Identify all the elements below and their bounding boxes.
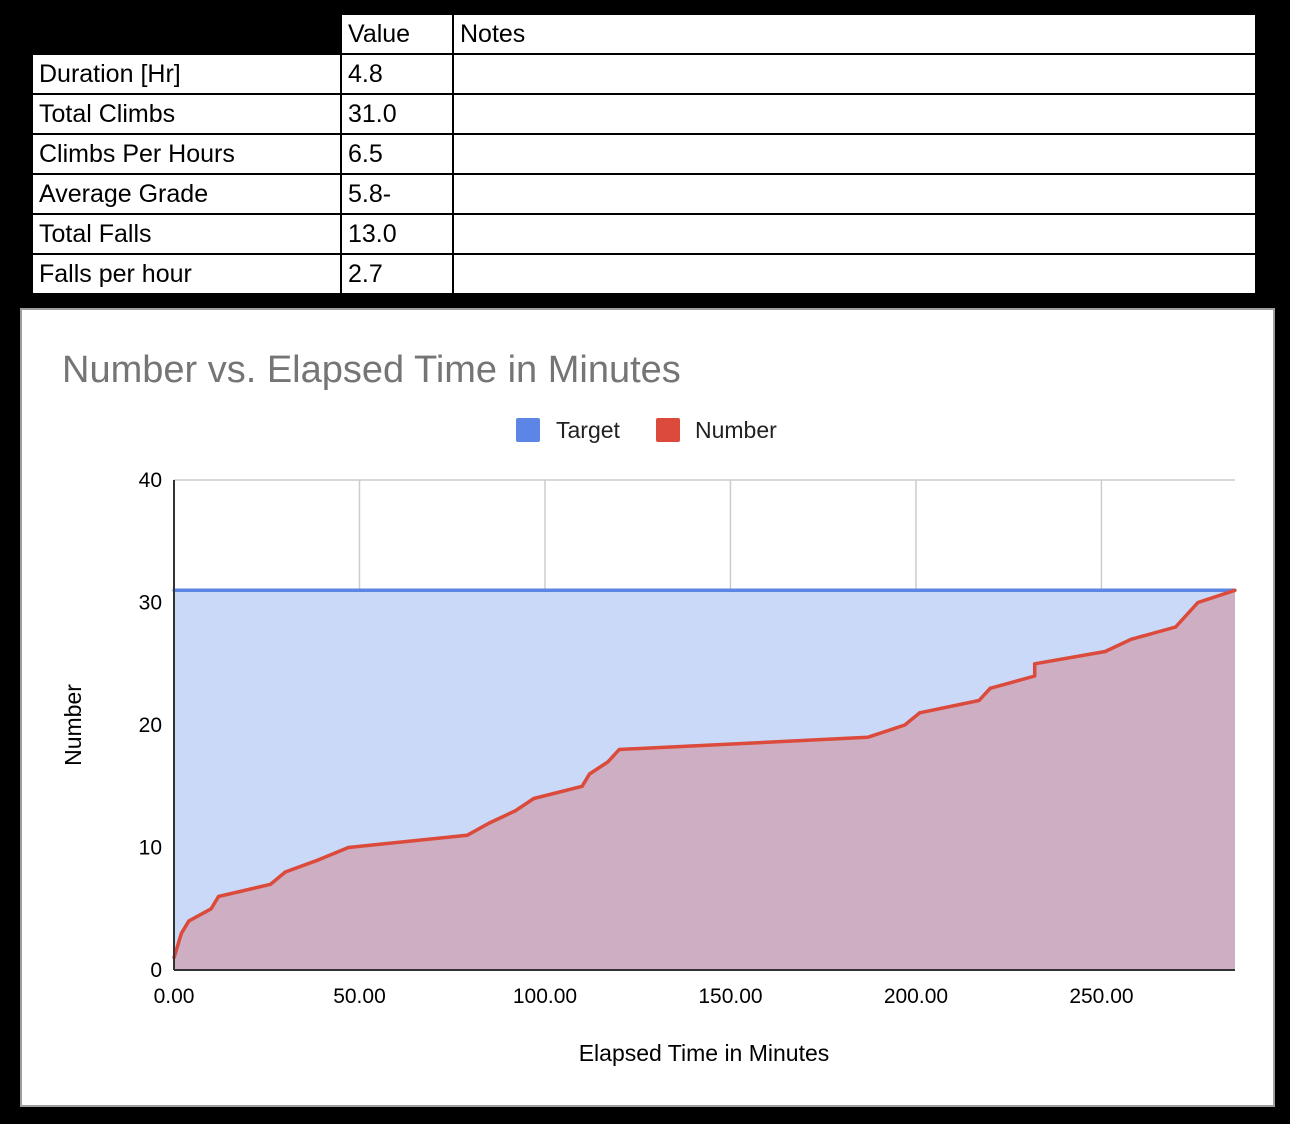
- data-point-number: [346, 845, 350, 850]
- row-label: Total Climbs: [31, 93, 342, 135]
- stats-table-body: Value Notes Duration [Hr] 4.8 Total Clim…: [31, 13, 1257, 295]
- row-label: Duration [Hr]: [31, 53, 342, 95]
- data-point-number: [988, 686, 992, 690]
- row-notes: [452, 53, 1257, 95]
- row-notes: [452, 93, 1257, 135]
- legend-swatch-target: [516, 418, 540, 442]
- chart-svg: Number vs. Elapsed Time in Minutes Targe…: [60, 349, 1237, 1066]
- y-tick-label: 10: [139, 837, 162, 860]
- row-value: 13.0: [340, 213, 454, 255]
- x-tick-label: 50.00: [333, 985, 386, 1008]
- row-notes: [452, 253, 1257, 295]
- table-row: Falls per hour 2.7: [31, 253, 1257, 295]
- x-tick-label: 250.00: [1069, 985, 1133, 1008]
- x-axis-label: Elapsed Time in Minutes: [579, 1040, 830, 1066]
- table-header-row: Value Notes: [31, 13, 1257, 55]
- row-notes: [452, 173, 1257, 215]
- header-notes-cell: Notes: [452, 13, 1257, 55]
- data-point-number: [216, 894, 221, 899]
- line-layer: [172, 588, 1237, 960]
- data-point-number: [268, 882, 273, 886]
- chart-title: Number vs. Elapsed Time in Minutes: [62, 349, 681, 391]
- table-row: Climbs Per Hours 6.5: [31, 133, 1257, 175]
- series-area-number: [174, 590, 1235, 970]
- data-point-number: [513, 809, 517, 813]
- y-tick-label: 30: [139, 592, 162, 615]
- y-tick-label: 20: [139, 714, 162, 737]
- data-point-number: [1129, 637, 1133, 641]
- data-point-number: [606, 760, 610, 764]
- data-point-number: [1196, 600, 1200, 605]
- data-point-number: [977, 698, 981, 703]
- data-point-number: [532, 796, 536, 801]
- table-row: Total Falls 13.0: [31, 213, 1257, 255]
- x-tick-label: 0.00: [154, 985, 195, 1008]
- x-tick-label: 100.00: [513, 985, 577, 1008]
- row-label: Climbs Per Hours: [31, 133, 342, 175]
- row-notes: [452, 213, 1257, 255]
- data-point-number: [1033, 662, 1037, 666]
- data-point-number: [587, 772, 592, 776]
- row-value: 4.8: [340, 53, 454, 95]
- data-point-number: [1033, 674, 1037, 678]
- legend-label-number: Number: [695, 417, 777, 443]
- row-notes: [452, 133, 1257, 175]
- header-value-cell: Value: [340, 13, 454, 55]
- x-tick-label: 200.00: [884, 985, 948, 1008]
- data-point-number: [209, 907, 213, 911]
- axis-layer: [173, 480, 1235, 971]
- data-point-number: [866, 735, 870, 739]
- data-point-number: [1103, 649, 1107, 654]
- table-row: Total Climbs 31.0: [31, 93, 1257, 135]
- table-row: Duration [Hr] 4.8: [31, 53, 1257, 95]
- data-point-number: [465, 833, 469, 837]
- chart-panel: Number vs. Elapsed Time in Minutes Targe…: [20, 308, 1275, 1107]
- area-layer: [174, 590, 1235, 970]
- x-tick-label: 150.00: [698, 985, 762, 1008]
- row-value: 31.0: [340, 93, 454, 135]
- row-label: Falls per hour: [31, 253, 342, 295]
- header-blank-cell: [31, 13, 342, 55]
- row-value: 2.7: [340, 253, 454, 295]
- table-row: Average Grade 5.8-: [31, 173, 1257, 215]
- data-point-number: [179, 931, 184, 935]
- y-axis-label: Number: [60, 684, 86, 766]
- y-tick-label: 0: [150, 959, 162, 982]
- data-point-number: [283, 870, 287, 874]
- data-point-number: [918, 711, 922, 715]
- chart-legend: Target Number: [516, 417, 777, 443]
- stats-table: Value Notes Duration [Hr] 4.8 Total Clim…: [31, 13, 1257, 295]
- legend-label-target: Target: [556, 417, 621, 443]
- data-point-number: [617, 747, 621, 752]
- row-label: Average Grade: [31, 173, 342, 215]
- data-point-number: [580, 784, 584, 788]
- data-point-number: [1174, 625, 1178, 629]
- legend-swatch-number: [656, 418, 680, 442]
- y-tick-label: 40: [139, 469, 162, 492]
- data-point-number: [187, 919, 191, 923]
- tick-label-layer: 0 10 20 30 40 0.00 50.00 100.00 150.00 200.00 250.…: [139, 469, 1134, 1008]
- data-point-number: [903, 723, 907, 727]
- row-label: Total Falls: [31, 213, 342, 255]
- row-value: 6.5: [340, 133, 454, 175]
- data-point-number: [1233, 588, 1237, 592]
- data-point-number: [487, 821, 491, 825]
- data-point-number: [317, 858, 321, 862]
- row-value: 5.8-: [340, 173, 454, 215]
